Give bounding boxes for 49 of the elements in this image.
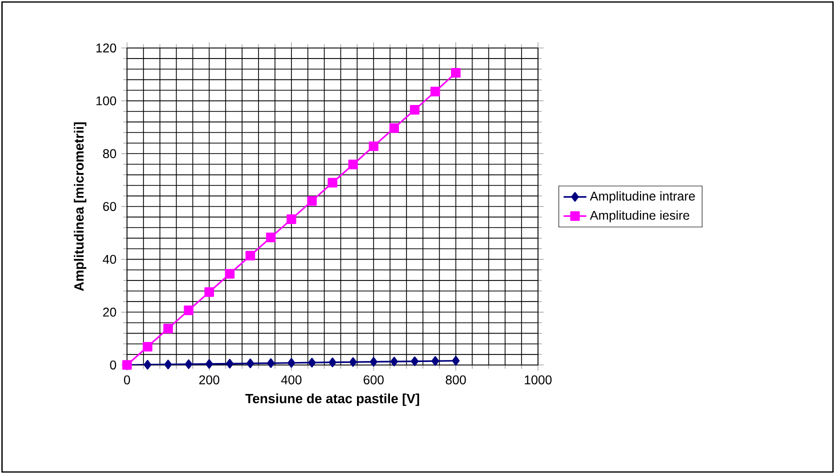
point	[204, 287, 214, 297]
point	[286, 214, 296, 224]
point	[224, 269, 235, 279]
point	[431, 356, 440, 366]
y-tick-label: 40	[102, 254, 116, 264]
point	[205, 359, 214, 369]
point	[144, 360, 152, 370]
legend-label: Amplitudine intrare	[590, 191, 695, 204]
y-tick-label: 120	[96, 44, 116, 52]
point	[163, 324, 173, 334]
x-tick-label: 200	[199, 375, 220, 384]
point	[389, 123, 399, 133]
point	[267, 358, 275, 368]
point	[226, 358, 234, 368]
point	[430, 86, 440, 96]
point	[410, 356, 419, 366]
point	[452, 356, 460, 366]
x-axis-title: Tensiune de atac pastile [V]	[245, 394, 420, 406]
point	[164, 360, 172, 370]
x-tick-label: 400	[281, 375, 302, 384]
y-tick-label: 80	[103, 149, 116, 158]
point	[451, 68, 461, 78]
legend-label: Amplitudine iesire	[590, 210, 690, 222]
y-tick-label: 20	[103, 308, 116, 317]
point	[266, 232, 276, 242]
point	[142, 342, 152, 352]
point	[246, 358, 254, 368]
x-tick-label: 1000	[524, 375, 552, 384]
point	[368, 141, 378, 152]
point	[184, 306, 194, 316]
point	[348, 160, 358, 170]
x-tick-label: 800	[446, 375, 466, 384]
point	[390, 356, 398, 366]
point	[328, 178, 338, 188]
point	[184, 359, 192, 369]
point	[349, 357, 357, 367]
x-tick-label: 600	[364, 375, 384, 384]
point	[246, 250, 256, 260]
point	[307, 196, 317, 206]
point	[328, 358, 336, 368]
y-tick-label: 60	[103, 202, 116, 211]
x-tick-label: 0	[124, 375, 130, 384]
y-axis-title: Amplitudinea [micrometrii]	[74, 122, 86, 291]
y-tick-label: 0	[110, 360, 116, 370]
y-tick-label: 100	[96, 96, 116, 106]
point	[410, 105, 420, 115]
point	[288, 358, 296, 368]
point	[370, 357, 378, 367]
point	[308, 358, 316, 368]
